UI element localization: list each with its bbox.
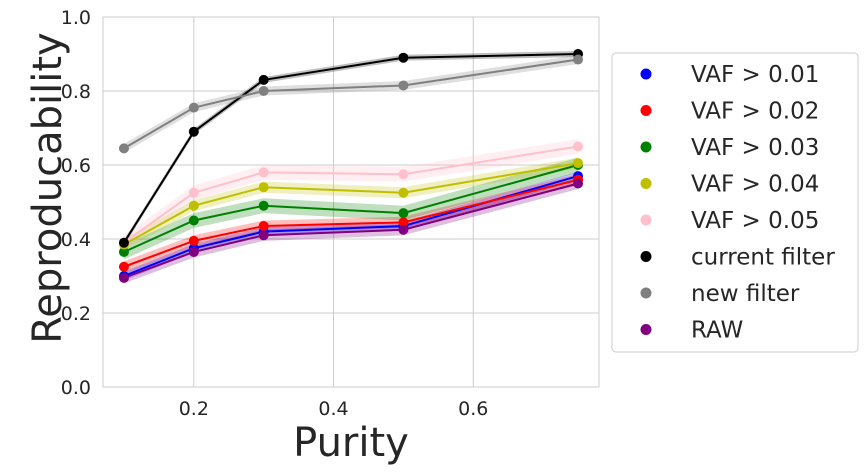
legend: VAF > 0.01 VAF > 0.02 VAF > 0.03 VAF > 0.04… <box>611 52 859 353</box>
y-tick-label: 0.4 <box>61 229 91 251</box>
data-point <box>398 187 409 198</box>
data-point <box>258 200 269 211</box>
tick-labels: 0.2 0.4 0.6 0.0 0.2 0.4 0.6 0.8 1.0 <box>61 7 489 420</box>
x-tick-label: 0.4 <box>318 398 348 420</box>
legend-marker <box>640 105 652 116</box>
y-tick-label: 0.8 <box>61 81 91 103</box>
legend-label: VAF > 0.05 <box>691 208 819 234</box>
data-point <box>118 246 129 257</box>
data-point <box>398 80 409 91</box>
data-point <box>188 235 199 246</box>
legend-label: new filter <box>691 281 800 307</box>
data-point <box>258 221 269 232</box>
series-band <box>123 157 579 260</box>
data-point <box>258 167 269 178</box>
y-tick-label: 1.0 <box>61 7 91 29</box>
series-band <box>123 139 579 251</box>
legend-marker <box>640 287 652 299</box>
legend-marker <box>640 214 652 226</box>
series-band <box>123 177 579 284</box>
legend-label: RAW <box>691 318 743 344</box>
y-tick-label: 0.2 <box>61 303 91 325</box>
x-tick-label: 0.6 <box>458 398 488 420</box>
data-point <box>188 102 199 113</box>
data-point <box>188 200 199 211</box>
series-band <box>123 171 579 281</box>
data-point <box>573 178 584 189</box>
data-point <box>258 230 269 241</box>
data-point <box>188 187 199 198</box>
data-point <box>188 246 199 257</box>
series-band <box>123 157 579 251</box>
series-band <box>123 55 579 153</box>
legend-label: VAF > 0.02 <box>691 99 819 125</box>
legend-label: VAF > 0.03 <box>691 135 819 161</box>
data-point <box>398 52 409 63</box>
legend-marker <box>640 251 652 262</box>
y-tick-label: 0.6 <box>61 155 91 177</box>
legend-marker <box>640 68 652 80</box>
data-point <box>398 208 409 219</box>
data-point <box>398 169 409 180</box>
data-point <box>118 143 129 154</box>
data-point <box>118 237 129 248</box>
data-point <box>573 158 584 169</box>
data-point <box>258 86 269 96</box>
data-point <box>188 126 199 137</box>
legend-label: current filter <box>691 245 835 271</box>
y-tick-label: 0.0 <box>61 377 91 399</box>
legend-marker <box>640 324 652 335</box>
y-axis-label: Reproducability <box>25 32 71 343</box>
legend-marker <box>640 141 652 153</box>
legend-label: VAF > 0.01 <box>691 62 819 88</box>
legend-label: VAF > 0.04 <box>691 172 819 198</box>
data-point <box>118 272 129 283</box>
data-point <box>398 217 409 228</box>
legend-marker <box>640 178 652 189</box>
data-point <box>188 215 199 226</box>
plot-frame <box>102 16 600 388</box>
x-tick-label: 0.2 <box>179 398 209 420</box>
data-point <box>398 224 409 235</box>
legend-frame <box>611 52 859 353</box>
data-point <box>118 261 129 272</box>
data-point <box>258 74 269 85</box>
data-point <box>573 141 584 152</box>
data-point <box>258 182 269 193</box>
series-points <box>118 49 584 283</box>
x-axis-label: Purity <box>293 420 409 466</box>
data-point <box>573 54 584 65</box>
